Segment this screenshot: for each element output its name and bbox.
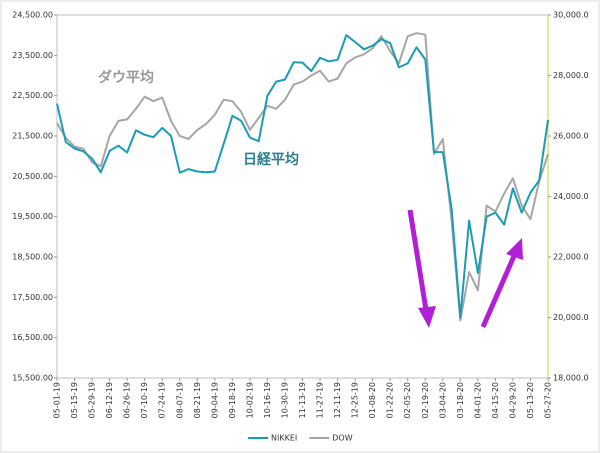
x-tick-label: 12-11-19: [333, 382, 342, 418]
x-tick-label: 05-01-19: [53, 382, 62, 418]
x-tick-label: 07-10-19: [140, 382, 149, 418]
x-tick-label: 02-19-20: [421, 382, 430, 418]
legend-label: NIKKEI: [271, 434, 297, 443]
y2-tick-label: 30,000.0: [553, 11, 589, 20]
x-tick-label: 11-27-19: [316, 382, 325, 418]
y-tick-label: 17,500.00: [12, 293, 53, 302]
x-tick-label: 02-05-20: [403, 382, 412, 418]
x-tick-label: 09-18-19: [228, 382, 237, 418]
y-tick-label: 19,500.00: [12, 212, 53, 221]
x-tick-label: 05-15-19: [70, 382, 79, 418]
y2-tick-label: 20,000.0: [553, 313, 589, 322]
arrows: [407, 209, 523, 329]
x-tick-label: 04-15-20: [491, 382, 500, 418]
annotation: ダウ平均: [98, 69, 154, 86]
plot-area: [56, 14, 549, 379]
y-tick-label: 16,500.00: [12, 333, 53, 342]
y-tick-label: 24,500.00: [12, 11, 53, 20]
series-line: [56, 32, 549, 322]
x-tick-label: 10-16-19: [263, 382, 272, 418]
x-tick-label: 06-12-19: [105, 382, 114, 418]
x-tick-label: 08-07-19: [175, 382, 184, 418]
arrow-head: [506, 238, 523, 260]
x-tick-label: 10-30-19: [280, 382, 289, 418]
y-tick-label: 21,500.00: [12, 132, 53, 141]
x-tick-label: 03-18-20: [456, 382, 465, 418]
x-tick-label: 05-29-19: [88, 382, 97, 418]
y2-tick-label: 24,000.0: [553, 192, 589, 201]
x-tick-label: 11-13-19: [298, 382, 307, 418]
x-tick-label: 03-04-20: [438, 382, 447, 418]
x-tick-label: 04-01-20: [473, 382, 482, 418]
arrow: [480, 254, 517, 329]
x-tick-label: 09-04-19: [210, 382, 219, 418]
y2-tick-label: 18,000.0: [553, 374, 589, 383]
x-tick-label: 07-24-19: [158, 382, 167, 418]
series-line: [56, 34, 549, 319]
y-tick-label: 15,500.00: [12, 374, 53, 383]
x-tick-label: 08-21-19: [193, 382, 202, 418]
annotation: 日経平均: [243, 151, 299, 168]
x-tick-label: 12-25-19: [351, 382, 360, 418]
y-tick-label: 18,500.00: [12, 253, 53, 262]
legend-label: DOW: [332, 434, 352, 443]
y2-tick-label: 26,000.0: [553, 132, 589, 141]
x-tick-label: 01-08-20: [368, 382, 377, 418]
x-tick-label: 04-29-20: [508, 382, 517, 418]
y2-tick-label: 28,000.0: [553, 71, 589, 80]
y-tick-label: 20,500.00: [12, 172, 53, 181]
y-tick-label: 22,500.00: [12, 91, 53, 100]
x-tick-label: 10-02-19: [245, 382, 254, 418]
x-tick-label: 05-27-20: [544, 382, 553, 418]
x-tick-label: 01-22-20: [386, 382, 395, 418]
y-tick-label: 23,500.00: [12, 51, 53, 60]
x-tick-label: 05-13-20: [526, 382, 535, 418]
y2-tick-label: 22,000.0: [553, 253, 589, 262]
arrow-head: [418, 306, 436, 328]
arrow: [407, 209, 429, 311]
x-tick-label: 06-26-19: [123, 382, 132, 418]
